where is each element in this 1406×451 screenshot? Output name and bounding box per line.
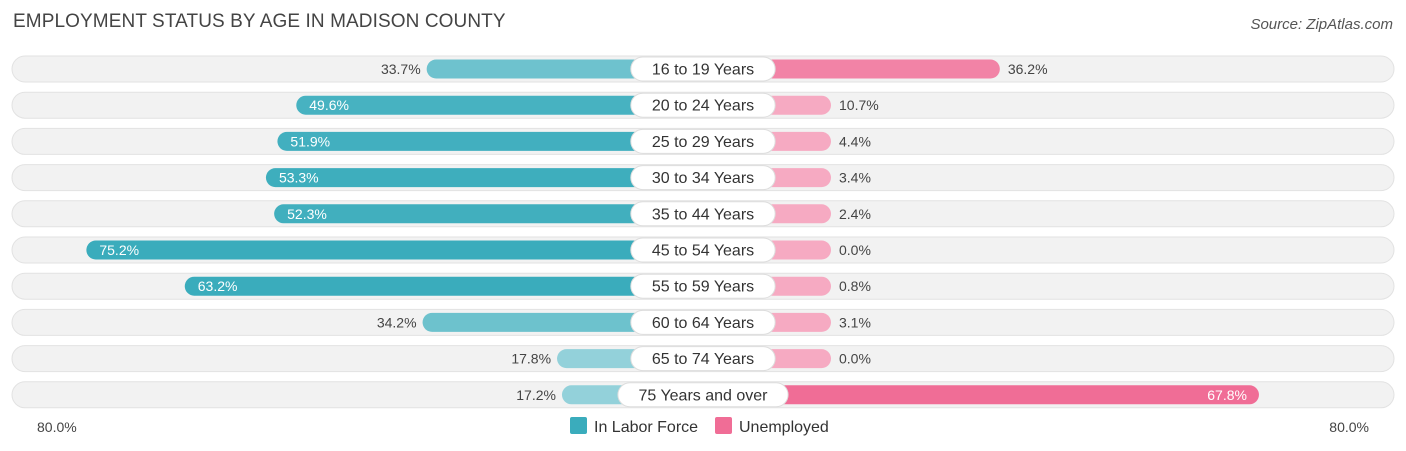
category-label: 60 to 64 Years bbox=[652, 315, 754, 332]
value-label-in-labor-force: 17.8% bbox=[511, 351, 551, 367]
value-label-in-labor-force: 75.2% bbox=[99, 242, 139, 258]
category-chip bbox=[630, 273, 776, 299]
category-chip bbox=[630, 346, 776, 372]
legend: In Labor Force Unemployed bbox=[570, 417, 829, 436]
bar-in-labor-force bbox=[86, 240, 704, 260]
legend-label-unemployed: Unemployed bbox=[739, 419, 829, 436]
value-label-in-labor-force: 49.6% bbox=[309, 97, 349, 113]
chart-title: EMPLOYMENT STATUS BY AGE IN MADISON COUN… bbox=[13, 11, 506, 32]
bar-in-labor-force bbox=[265, 168, 703, 188]
value-label-unemployed: 67.8% bbox=[1207, 387, 1247, 403]
chart-row: 33.7% 36.2% 16 to 19 Years bbox=[11, 55, 1395, 83]
bar-in-labor-force bbox=[274, 204, 703, 224]
chart-row: 52.3% 2.4% 35 to 44 Years bbox=[11, 200, 1395, 228]
value-label-unemployed: 3.4% bbox=[839, 170, 871, 186]
category-chip bbox=[630, 128, 776, 154]
value-label-in-labor-force: 34.2% bbox=[377, 314, 417, 330]
chart-row: 17.8% 0.0% 65 to 74 Years bbox=[11, 345, 1395, 373]
axis-left-label: 80.0% bbox=[37, 419, 77, 435]
category-label: 55 to 59 Years bbox=[652, 279, 754, 296]
legend-swatch-labor bbox=[570, 417, 587, 434]
category-chip bbox=[630, 165, 776, 191]
value-label-unemployed: 0.8% bbox=[839, 278, 871, 294]
value-label-in-labor-force: 51.9% bbox=[290, 133, 330, 149]
value-label-in-labor-force: 33.7% bbox=[381, 61, 421, 77]
chart-row: 63.2% 0.8% 55 to 59 Years bbox=[11, 272, 1395, 300]
category-chip bbox=[617, 382, 789, 408]
value-label-unemployed: 0.0% bbox=[839, 242, 871, 258]
value-label-in-labor-force: 63.2% bbox=[198, 278, 238, 294]
category-chip bbox=[630, 309, 776, 335]
axis-right-label: 80.0% bbox=[1329, 419, 1369, 435]
value-label-unemployed: 36.2% bbox=[1008, 61, 1048, 77]
value-label-in-labor-force: 53.3% bbox=[279, 170, 319, 186]
category-chip bbox=[630, 92, 776, 118]
category-label: 75 Years and over bbox=[639, 387, 769, 404]
value-label-unemployed: 10.7% bbox=[839, 97, 879, 113]
category-label: 65 to 74 Years bbox=[652, 351, 754, 368]
value-label-unemployed: 3.1% bbox=[839, 314, 871, 330]
category-chip bbox=[630, 201, 776, 227]
value-label-unemployed: 4.4% bbox=[839, 133, 871, 149]
legend-label-labor: In Labor Force bbox=[594, 419, 698, 436]
bar-in-labor-force bbox=[296, 95, 703, 115]
chart-row: 49.6% 10.7% 20 to 24 Years bbox=[11, 91, 1395, 119]
chart-row: 75.2% 0.0% 45 to 54 Years bbox=[11, 236, 1395, 264]
category-label: 25 to 29 Years bbox=[652, 134, 754, 151]
value-label-unemployed: 2.4% bbox=[839, 206, 871, 222]
legend-swatch-unemployed bbox=[715, 417, 732, 434]
category-label: 45 to 54 Years bbox=[652, 243, 754, 260]
value-label-unemployed: 0.0% bbox=[839, 351, 871, 367]
bar-in-labor-force bbox=[277, 131, 703, 151]
chart-rows: 33.7% 36.2% 16 to 19 Years 49.6% 10.7% 20 to … bbox=[11, 55, 1395, 409]
category-label: 35 to 44 Years bbox=[652, 206, 754, 223]
chart-row: 53.3% 3.4% 30 to 34 Years bbox=[11, 164, 1395, 192]
category-chip bbox=[630, 237, 776, 263]
category-label: 30 to 34 Years bbox=[652, 170, 754, 187]
bar-unemployed bbox=[703, 385, 1259, 405]
category-chip bbox=[630, 56, 776, 82]
chart-row: 34.2% 3.1% 60 to 64 Years bbox=[11, 308, 1395, 336]
chart-row: 51.9% 4.4% 25 to 29 Years bbox=[11, 127, 1395, 155]
value-label-in-labor-force: 52.3% bbox=[287, 206, 327, 222]
bar-unemployed bbox=[703, 59, 1000, 79]
category-label: 16 to 19 Years bbox=[652, 62, 754, 79]
bar-in-labor-force bbox=[184, 276, 703, 296]
chart-row: 17.2% 67.8% 75 Years and over bbox=[11, 381, 1395, 409]
chart-source: Source: ZipAtlas.com bbox=[1250, 16, 1393, 33]
value-label-in-labor-force: 17.2% bbox=[516, 387, 556, 403]
category-label: 20 to 24 Years bbox=[652, 98, 754, 115]
